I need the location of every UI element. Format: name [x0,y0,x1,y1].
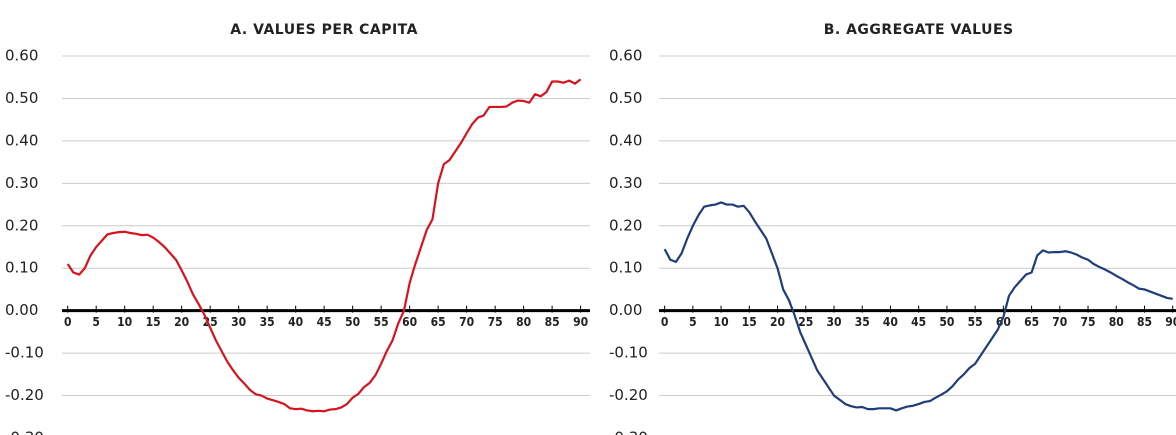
chart-title: A. VALUES PER CAPITA [230,22,418,38]
y-tick-label: 0.20 [609,216,642,234]
x-tick-label: 50 [345,315,360,329]
x-tick-label: 70 [459,315,474,329]
x-tick-label: 30 [231,315,246,329]
y-tick-label: 0.40 [5,131,38,149]
x-tick-label: 65 [431,315,446,329]
y-tick-label: 0.40 [609,131,642,149]
x-tick-label: 20 [770,315,785,329]
y-tick-label: 0.10 [609,259,642,277]
y-tick-label: -0.10 [5,344,44,362]
y-tick-label: 0.20 [5,216,38,234]
x-tick-label: 5 [92,315,100,329]
x-tick-label: 0 [661,315,669,329]
x-tick-label: 45 [317,315,332,329]
x-tick-label: 50 [939,315,954,329]
y-tick-label: -0.10 [609,344,648,362]
x-tick-label: 5 [689,315,697,329]
x-tick-label: 35 [855,315,870,329]
x-tick-label: 25 [798,315,813,329]
x-tick-label: 70 [1052,315,1067,329]
x-tick-label: 35 [260,315,275,329]
x-tick-label: 75 [1081,315,1096,329]
x-tick-label: 15 [146,315,161,329]
y-tick-label: 0.00 [5,301,38,319]
y-tick-label: -0.30 [609,429,648,435]
x-tick-label: 55 [968,315,983,329]
data-line [663,201,1173,412]
x-tick-label: 20 [174,315,189,329]
x-tick-label: 15 [742,315,757,329]
y-tick-label: 0.10 [5,259,38,277]
x-tick-label: 0 [64,315,72,329]
y-tick-label: 0.30 [5,174,38,192]
x-tick-label: 45 [911,315,926,329]
y-tick-label: 0.60 [609,47,642,65]
data-line [66,78,582,413]
y-tick-label: 0.50 [609,89,642,107]
x-tick-label: 90 [1165,315,1176,329]
x-tick-label: 75 [488,315,503,329]
chart-title: B. AGGREGATE VALUES [824,22,1014,38]
x-tick-label: 60 [402,315,417,329]
x-tick-label: 80 [1109,315,1124,329]
x-tick-label: 90 [573,315,588,329]
y-tick-label: 0.30 [609,174,642,192]
x-tick-label: 10 [714,315,729,329]
x-tick-label: 55 [374,315,389,329]
y-tick-label: 0.60 [5,47,38,65]
x-tick-label: 40 [883,315,898,329]
y-tick-label: -0.20 [5,386,44,404]
y-tick-label: -0.30 [5,429,44,435]
x-tick-label: 85 [1137,315,1152,329]
x-tick-label: 10 [117,315,132,329]
y-tick-label: 0.50 [5,89,38,107]
x-tick-label: 85 [545,315,560,329]
x-tick-label: 80 [516,315,531,329]
x-tick-label: 65 [1024,315,1039,329]
x-tick-label: 40 [288,315,303,329]
x-tick-label: 30 [826,315,841,329]
y-tick-label: 0.00 [609,301,642,319]
y-tick-label: -0.20 [609,386,648,404]
